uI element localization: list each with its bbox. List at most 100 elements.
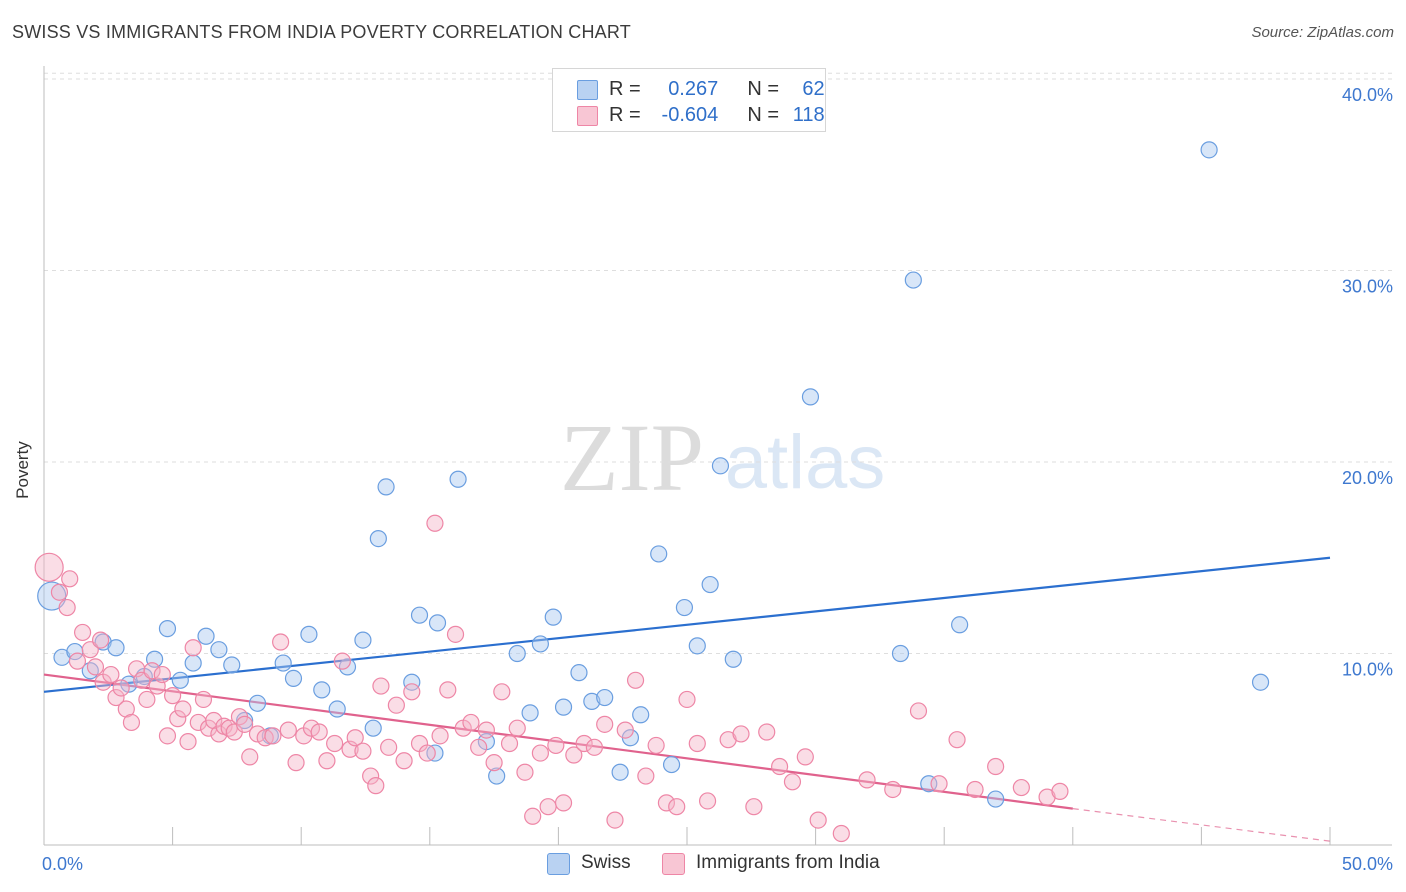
data-point	[531, 744, 549, 762]
axes	[43, 66, 1392, 846]
data-point	[832, 824, 850, 843]
data-point	[516, 763, 534, 781]
data-point	[274, 654, 292, 672]
trend-line-swiss	[43, 556, 1331, 693]
legend-n-value: 118	[792, 104, 825, 126]
data-point	[248, 694, 267, 712]
legend-r-label: R =	[609, 104, 641, 126]
data-point	[37, 581, 67, 611]
data-point	[508, 644, 526, 663]
data-point	[570, 664, 588, 682]
data-point	[403, 673, 421, 691]
data-point	[158, 727, 177, 745]
data-point	[122, 713, 141, 732]
data-point	[318, 752, 336, 770]
data-point	[372, 677, 390, 695]
y-tick-label: 10.0%	[1342, 660, 1393, 680]
data-point	[91, 631, 110, 649]
data-point	[362, 767, 380, 785]
data-point	[287, 754, 305, 772]
data-point	[1012, 778, 1030, 797]
legend-r-value: 0.267	[668, 78, 719, 100]
data-point	[410, 606, 429, 624]
data-point	[223, 656, 241, 674]
legend-n-label: N =	[747, 78, 780, 100]
data-point	[272, 633, 290, 651]
data-point	[1200, 141, 1218, 159]
data-point	[606, 811, 624, 829]
data-point	[86, 658, 105, 676]
data-point	[120, 675, 138, 693]
data-point	[585, 738, 604, 756]
data-point	[732, 725, 750, 743]
data-point	[547, 736, 565, 755]
data-point	[462, 713, 480, 732]
data-points	[34, 141, 1270, 843]
data-point	[449, 470, 467, 488]
gridlines	[44, 72, 1392, 654]
data-point	[500, 734, 519, 753]
data-point	[328, 700, 346, 718]
data-point	[701, 575, 719, 594]
data-point	[367, 777, 385, 795]
data-point	[539, 798, 557, 816]
watermark: ZIP atlas	[560, 404, 885, 511]
data-point	[488, 767, 506, 785]
data-point	[403, 683, 421, 701]
y-tick-label: 40.0%	[1342, 85, 1393, 105]
data-point	[884, 780, 902, 799]
data-point	[632, 706, 650, 724]
data-point	[966, 780, 984, 799]
data-point	[179, 732, 197, 751]
data-point	[61, 570, 79, 588]
tick-labels: 10.0% 20.0% 30.0% 40.0% 0.0% 50.0%	[42, 85, 1393, 874]
legend-r-label: R =	[609, 78, 641, 100]
series-legend: Swiss Immigrants from India	[0, 850, 1406, 880]
data-point	[279, 721, 297, 739]
data-point	[197, 627, 215, 645]
data-point	[758, 723, 776, 741]
data-point	[858, 771, 876, 789]
data-point	[313, 681, 331, 699]
data-point	[783, 773, 802, 791]
data-point	[426, 514, 444, 532]
legend-swatch-india	[662, 853, 685, 875]
data-point	[477, 721, 495, 739]
watermark-zip: ZIP	[560, 404, 704, 511]
data-point	[930, 775, 948, 793]
data-point	[698, 792, 717, 810]
data-point	[184, 639, 202, 657]
data-point	[354, 631, 372, 649]
data-point	[107, 688, 125, 707]
legend-swatch-swiss	[577, 80, 598, 100]
data-point	[210, 641, 228, 659]
series-swiss-points	[37, 141, 1270, 808]
y-tick-label: 20.0%	[1342, 468, 1393, 488]
data-point	[678, 690, 696, 709]
data-point	[369, 529, 387, 548]
correlation-legend: R = 0.267 N = 62 R = -0.604 N = 118	[552, 68, 826, 132]
data-point	[904, 271, 922, 289]
data-point	[310, 723, 328, 741]
data-point	[650, 545, 668, 563]
legend-r-value: -0.604	[661, 104, 719, 126]
data-point	[302, 719, 321, 737]
data-point	[596, 715, 614, 733]
data-point	[380, 738, 398, 756]
data-point	[675, 598, 694, 617]
data-point	[809, 811, 827, 829]
data-point	[662, 755, 681, 774]
legend-n-label: N =	[747, 104, 780, 126]
trend-lines	[43, 556, 1331, 842]
data-point	[493, 683, 511, 701]
data-point	[171, 671, 189, 689]
data-point	[377, 478, 395, 496]
data-point	[508, 719, 526, 737]
data-point	[387, 696, 405, 714]
data-point	[657, 794, 676, 812]
data-point	[616, 721, 634, 739]
data-point	[596, 688, 614, 707]
data-point	[711, 457, 730, 475]
data-point	[439, 681, 457, 699]
data-point	[565, 746, 583, 764]
